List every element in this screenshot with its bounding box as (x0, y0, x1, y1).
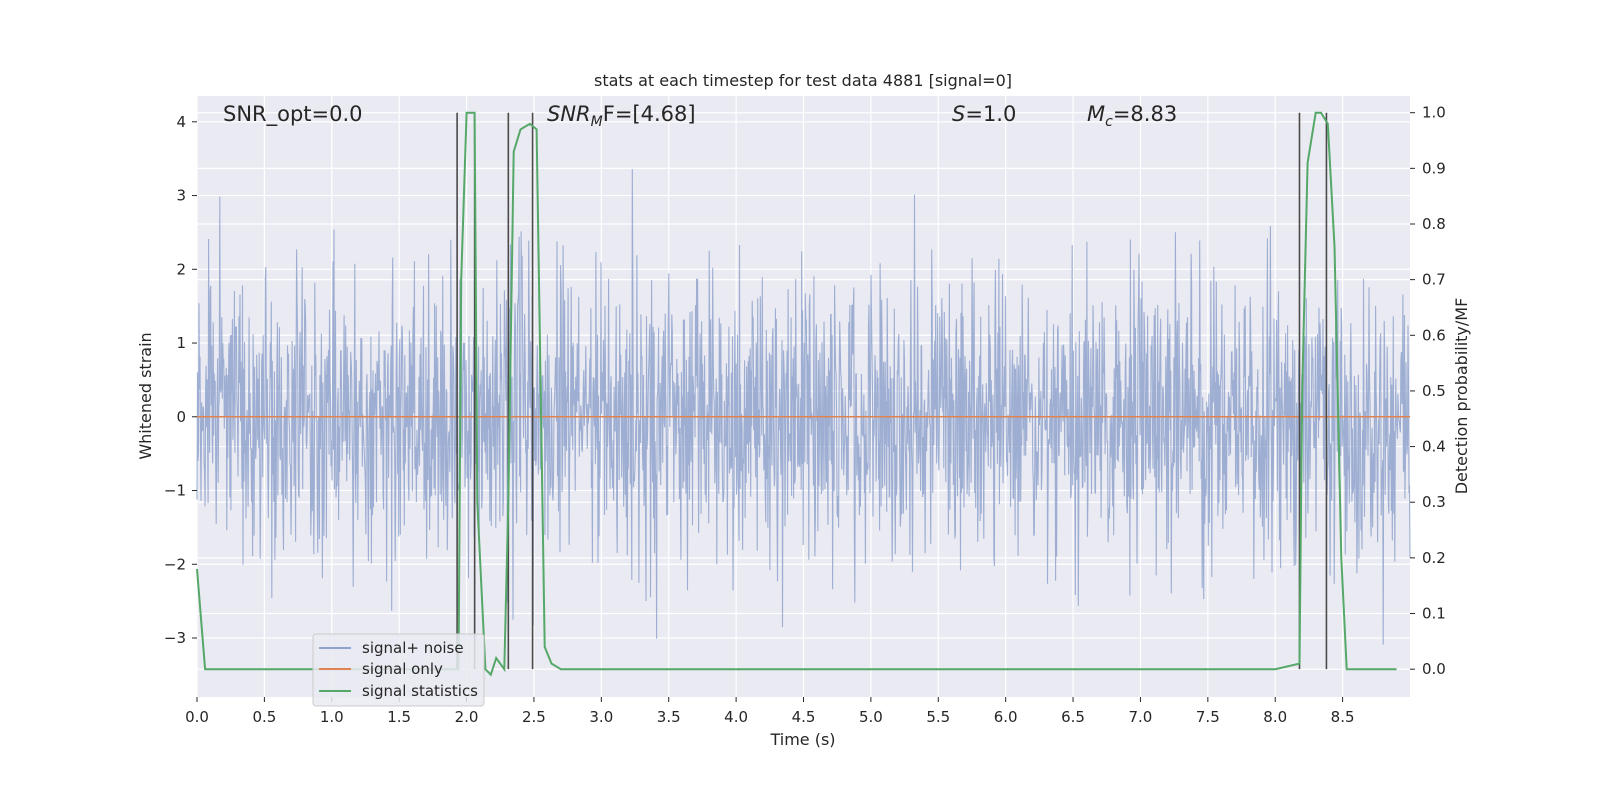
annotation-s: S=1.0 (952, 102, 1016, 126)
x-tick-label: 3.0 (589, 708, 613, 726)
y-left-tick-label: 4 (176, 113, 186, 131)
x-tick-label: 8.0 (1263, 708, 1287, 726)
legend: signal+ noise signal only signal statist… (312, 633, 485, 707)
x-axis-ticks: 0.0 0.5 1.0 1.5 2.0 2.5 3.0 3.5 4.0 4.5 5.0 5.5 6.0 6… (185, 697, 1355, 726)
legend-box (312, 633, 485, 707)
x-tick-label: 4.0 (724, 708, 748, 726)
x-tick-label: 5.0 (859, 708, 883, 726)
y-right-tick-label: 0.1 (1422, 605, 1446, 623)
y-right-tick-label: 0.8 (1422, 215, 1446, 233)
x-tick-label: 6.0 (994, 708, 1018, 726)
annotation-snr-mf-tail: F=[4.68] (603, 102, 696, 126)
y-right-tick-label: 0.6 (1422, 326, 1446, 344)
y-right-tick-label: 0.7 (1422, 271, 1446, 289)
chart-title: stats at each timestep for test data 488… (594, 71, 1012, 90)
x-axis-label: Time (s) (769, 730, 835, 749)
y-left-tick-label: −2 (164, 555, 186, 573)
legend-label-signal-plus-noise: signal+ noise (362, 639, 464, 657)
x-tick-label: 5.5 (926, 708, 950, 726)
y-right-tick-label: 0.3 (1422, 493, 1446, 511)
y-right-axis-label: Detection probability/MF (1452, 298, 1471, 495)
x-tick-label: 4.5 (792, 708, 816, 726)
y-left-tick-label: 2 (176, 260, 186, 278)
x-tick-label: 8.5 (1331, 708, 1355, 726)
series-signal-plus-noise (196, 169, 1411, 645)
y-right-tick-label: 0.5 (1422, 382, 1446, 400)
annotation-mc-sub: c (1105, 114, 1113, 130)
y-right-tick-label: 0.2 (1422, 549, 1446, 567)
annotation-s-main: S (952, 102, 965, 126)
x-tick-label: 0.0 (185, 708, 209, 726)
annotation-snr-mf-main: SNR (547, 102, 591, 126)
annotation-mc-tail: =8.83 (1113, 102, 1177, 126)
x-tick-label: 2.0 (455, 708, 479, 726)
legend-label-signal-only: signal only (362, 660, 443, 678)
y-left-axis-label: Whitened strain (136, 332, 155, 459)
x-tick-label: 7.5 (1196, 708, 1220, 726)
y-right-axis-ticks: 1.0 0.9 0.8 0.7 0.6 0.5 0.4 0.3 0.2 0.1 0.0 (1410, 104, 1446, 678)
y-right-tick-label: 1.0 (1422, 104, 1446, 122)
y-right-tick-label: 0.0 (1422, 660, 1446, 678)
x-tick-label: 0.5 (252, 708, 276, 726)
annotation-snr-mf-sub: M (591, 114, 603, 130)
y-left-tick-label: 1 (176, 334, 186, 352)
y-right-tick-label: 0.9 (1422, 159, 1446, 177)
y-left-axis-ticks: 4 3 2 1 0 −1 −2 −3 (164, 113, 197, 647)
annotation-snr-opt: SNR_opt=0.0 (223, 102, 363, 127)
x-tick-label: 3.5 (657, 708, 681, 726)
x-tick-label: 7.0 (1129, 708, 1153, 726)
annotation-snr-mf: SNRMF=[4.68] (547, 102, 696, 130)
series-signal-statistics (196, 111, 1397, 677)
y-right-tick-label: 0.4 (1422, 438, 1446, 456)
noise-trace (196, 169, 1411, 645)
x-tick-label: 6.5 (1061, 708, 1085, 726)
legend-label-signal-statistics: signal statistics (362, 682, 478, 700)
x-tick-label: 1.0 (320, 708, 344, 726)
x-tick-label: 1.5 (387, 708, 411, 726)
y-left-tick-label: −1 (164, 482, 186, 500)
y-left-tick-label: −3 (164, 629, 186, 647)
y-left-tick-label: 0 (176, 408, 186, 426)
x-tick-label: 2.5 (522, 708, 546, 726)
y-left-tick-label: 3 (176, 187, 186, 205)
annotation-s-tail: =1.0 (965, 102, 1016, 126)
annotation-mc-main: M (1087, 102, 1105, 126)
annotation-mc: Mc=8.83 (1087, 102, 1177, 130)
